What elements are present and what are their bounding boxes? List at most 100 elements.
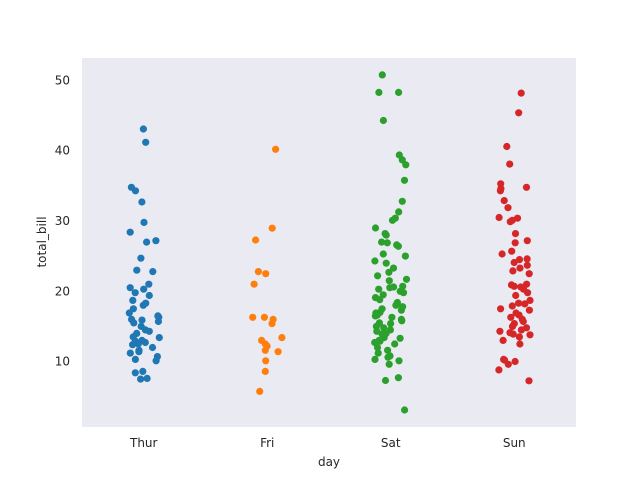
y-tick-label: 50 — [55, 73, 70, 87]
data-point-sat — [401, 252, 409, 260]
data-point-sat — [371, 224, 380, 232]
data-point-sat — [373, 327, 381, 335]
data-point-sun — [499, 336, 507, 344]
data-point-sat — [378, 238, 386, 246]
data-point-thur — [130, 319, 138, 327]
data-point-sat — [382, 231, 390, 239]
data-point-thur — [134, 340, 142, 348]
data-point-fri — [262, 270, 270, 278]
data-point-sat — [371, 312, 379, 320]
data-point-sat — [389, 264, 398, 272]
data-point-thur — [143, 374, 151, 382]
data-point-sat — [385, 277, 393, 285]
data-point-thur — [152, 237, 160, 245]
data-point-sun — [523, 255, 531, 263]
data-point-sat — [371, 355, 379, 363]
data-point-sun — [497, 305, 505, 313]
y-axis-ticks: 10 20 30 40 50 — [55, 73, 70, 368]
data-point-thur — [129, 341, 137, 349]
data-point-sun — [515, 109, 523, 117]
data-point-thur — [145, 327, 153, 335]
data-point-sat — [387, 320, 395, 328]
data-point-sun — [515, 333, 524, 341]
data-point-sun — [516, 340, 524, 348]
data-point-thur — [133, 266, 141, 274]
data-point-sat — [371, 257, 379, 265]
data-point-thur — [126, 284, 134, 292]
data-point-thur — [131, 289, 139, 297]
data-point-thur — [149, 268, 157, 276]
x-tick-label: Thur — [129, 436, 158, 450]
y-tick-label: 10 — [55, 355, 70, 369]
data-point-thur — [126, 228, 134, 236]
data-point-sun — [517, 326, 526, 334]
data-point-sun — [495, 213, 503, 222]
data-point-sat — [394, 242, 402, 250]
data-point-thur — [139, 125, 147, 133]
x-tick-label: Sun — [503, 436, 526, 450]
data-point-sun — [496, 327, 504, 335]
data-point-sun — [506, 218, 514, 226]
data-point-sun — [503, 142, 511, 151]
data-point-thur — [143, 238, 151, 246]
data-point-sun — [511, 239, 519, 247]
data-point-sat — [386, 284, 394, 292]
data-point-sun — [521, 300, 529, 308]
plot-area — [82, 58, 576, 427]
data-point-thur — [145, 291, 153, 300]
data-point-sat — [392, 301, 400, 309]
data-point-sun — [523, 237, 531, 245]
data-point-sat — [400, 176, 409, 184]
data-point-thur — [140, 285, 148, 293]
data-point-sun — [517, 89, 525, 97]
data-point-sun — [496, 187, 504, 195]
data-point-thur — [131, 369, 139, 377]
data-point-sat — [374, 272, 382, 280]
data-points — [125, 71, 534, 414]
data-point-sun — [516, 264, 524, 272]
data-point-thur — [155, 334, 163, 342]
data-point-sun — [511, 230, 520, 238]
x-axis-ticks: Thur Fri Sat Sun — [129, 436, 526, 450]
data-point-fri — [262, 357, 270, 365]
data-point-sat — [395, 208, 403, 216]
data-point-thur — [148, 343, 157, 352]
data-point-sun — [508, 247, 516, 255]
data-point-thur — [131, 355, 139, 363]
data-point-sun — [510, 282, 518, 290]
data-point-sun — [508, 322, 517, 330]
data-point-fri — [260, 313, 268, 321]
data-point-sun — [523, 261, 531, 269]
data-point-sun — [500, 197, 508, 205]
data-point-fri — [250, 280, 258, 288]
data-point-thur — [138, 198, 146, 206]
data-point-sun — [508, 302, 516, 310]
data-point-sat — [375, 88, 383, 96]
data-point-sat — [402, 275, 411, 283]
data-point-thur — [152, 357, 160, 365]
data-point-fri — [252, 236, 260, 244]
data-point-sat — [374, 349, 382, 357]
data-point-sat — [388, 216, 397, 224]
y-tick-label: 40 — [55, 144, 70, 158]
data-point-thur — [126, 349, 134, 357]
data-point-thur — [140, 218, 148, 226]
y-tick-label: 20 — [55, 284, 70, 298]
data-point-fri — [249, 313, 257, 321]
data-point-fri — [256, 387, 264, 395]
data-point-sat — [383, 239, 391, 247]
x-axis-label: day — [318, 455, 340, 469]
x-tick-label: Sat — [381, 436, 401, 450]
data-point-sat — [397, 306, 405, 314]
y-tick-label: 30 — [55, 214, 70, 228]
data-point-fri — [261, 367, 269, 375]
data-point-sun — [524, 289, 532, 297]
data-point-sat — [375, 285, 383, 293]
data-point-fri — [272, 145, 280, 153]
data-point-thur — [137, 375, 145, 383]
data-point-sun — [504, 204, 512, 212]
data-point-sat — [396, 334, 404, 342]
data-point-sun — [511, 357, 519, 366]
data-point-thur — [154, 317, 162, 326]
data-point-sat — [401, 406, 409, 414]
